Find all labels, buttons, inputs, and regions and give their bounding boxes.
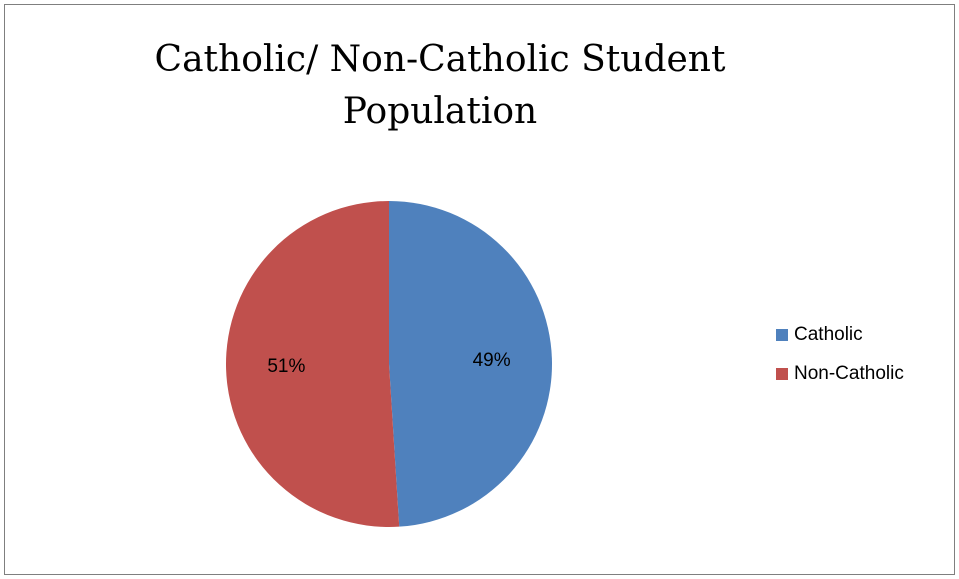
pie-slice-catholic bbox=[389, 201, 552, 527]
chart-title: Catholic/ Non-Catholic Student Populatio… bbox=[154, 39, 726, 132]
legend-label-non-catholic: Non-Catholic bbox=[794, 363, 904, 384]
legend: Catholic Non-Catholic bbox=[776, 322, 904, 400]
pie-slice-non-catholic bbox=[225, 201, 400, 527]
pie-data-labels: 49% 51% bbox=[267, 350, 510, 377]
pie-slices bbox=[225, 201, 552, 527]
legend-item-non-catholic: Non-Catholic bbox=[776, 361, 904, 387]
legend-swatch-catholic bbox=[776, 329, 788, 341]
data-label-non-catholic: 51% bbox=[267, 356, 305, 377]
legend-item-catholic: Catholic bbox=[776, 322, 904, 348]
legend-swatch-non-catholic bbox=[776, 368, 788, 380]
data-label-catholic: 49% bbox=[473, 350, 511, 371]
legend-label-catholic: Catholic bbox=[794, 324, 863, 345]
